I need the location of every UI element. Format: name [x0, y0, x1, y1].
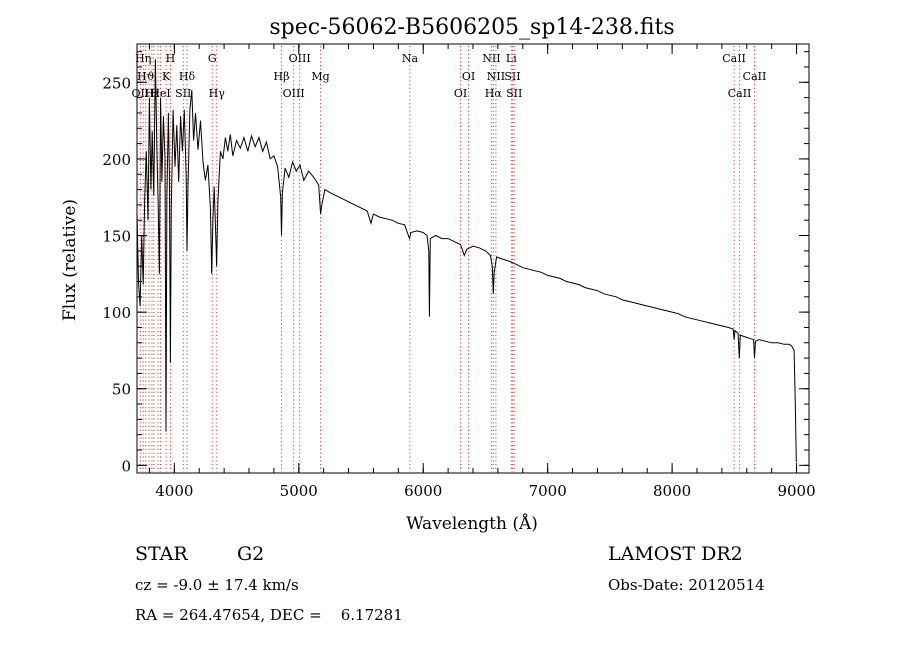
y-tick-label: 0 — [121, 457, 131, 475]
chart-title: spec-56062-B5606205_sp14-238.fits — [269, 15, 674, 40]
coords-line: RA = 264.47654, DEC = 6.17281 — [135, 606, 403, 624]
line-marker-label: OIII — [283, 87, 305, 100]
line-marker-label: OII — [132, 87, 150, 100]
line-marker-label: Hϑ — [137, 70, 155, 83]
plot-frame — [136, 43, 810, 474]
line-marker-label: K — [162, 70, 171, 83]
y-tick-label: 250 — [102, 74, 131, 92]
line-marker-label: SII — [506, 87, 522, 100]
line-marker-label: Na — [402, 52, 419, 65]
line-marker-label: CaII — [743, 70, 767, 83]
y-tick-label: 200 — [102, 151, 131, 169]
x-axis-label: Wavelength (Å) — [406, 513, 538, 534]
line-marker-label: Hγ — [209, 87, 226, 100]
x-tick-label: 4000 — [155, 482, 193, 500]
plot-area: OIIHηHϑHεHeIKHSIIHδGHγHβOIIIOIIIMgNaOIOI… — [102, 43, 816, 500]
line-marker-label: Li — [506, 52, 517, 65]
y-tick-label: 150 — [102, 228, 131, 246]
x-tick-label: 6000 — [404, 482, 442, 500]
line-marker-label: Hη — [135, 52, 151, 65]
line-marker-label: Hβ — [274, 70, 290, 83]
line-marker-label: SII — [175, 87, 191, 100]
x-tick-label: 7000 — [529, 482, 567, 500]
line-marker-label: SII — [504, 70, 520, 83]
line-marker-label: OI — [462, 70, 475, 83]
x-tick-label: 5000 — [280, 482, 318, 500]
y-tick-label: 50 — [112, 381, 131, 399]
line-marker-label: Hα — [485, 87, 503, 100]
survey-name: LAMOST DR2 — [608, 543, 743, 565]
line-marker-label: CaII — [722, 52, 746, 65]
line-marker-label: NII — [482, 52, 500, 65]
x-tick-label: 9000 — [777, 482, 815, 500]
line-marker-label: OIII — [289, 52, 311, 65]
line-marker-label: NII — [487, 70, 505, 83]
line-marker-label: OI — [454, 87, 467, 100]
y-tick-label: 100 — [102, 304, 131, 322]
spectrum-line — [136, 59, 797, 463]
line-marker-label: Hδ — [179, 70, 196, 83]
y-axis-label: Flux (relative) — [60, 199, 80, 321]
object-class: STAR — [135, 543, 188, 565]
redshift-line: cz = -9.0 ± 17.4 km/s — [135, 576, 299, 594]
obs-date-line: Obs-Date: 20120514 — [608, 576, 765, 594]
line-marker-label: H — [166, 52, 176, 65]
line-marker-label: Mg — [311, 70, 329, 83]
line-marker-label: CaII — [728, 87, 752, 100]
subclass: G2 — [237, 543, 264, 565]
line-marker-label: G — [208, 52, 217, 65]
x-tick-label: 8000 — [653, 482, 691, 500]
